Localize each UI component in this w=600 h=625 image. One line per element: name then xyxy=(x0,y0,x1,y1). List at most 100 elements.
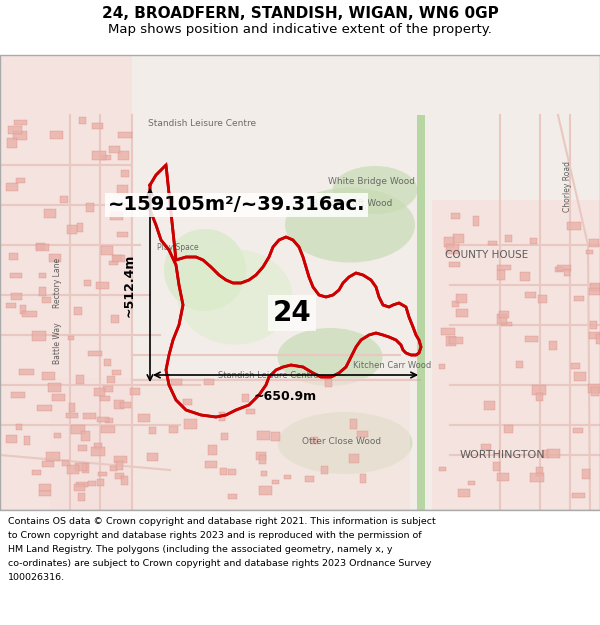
Bar xyxy=(5,435,17,443)
Bar xyxy=(525,292,536,297)
Bar xyxy=(77,222,83,232)
Bar xyxy=(130,388,140,395)
Bar xyxy=(261,471,268,476)
Bar xyxy=(589,332,600,339)
Bar xyxy=(102,156,111,160)
Bar xyxy=(46,452,60,461)
Text: Standish Leisure Centre: Standish Leisure Centre xyxy=(218,371,319,379)
Bar xyxy=(68,402,76,412)
Bar xyxy=(497,270,505,280)
Bar xyxy=(515,361,523,368)
Bar xyxy=(184,419,197,429)
Bar xyxy=(574,296,584,301)
Bar xyxy=(504,424,513,433)
Bar xyxy=(532,386,546,394)
Bar xyxy=(109,146,119,153)
Bar xyxy=(36,242,45,250)
Text: Barrowcroft Wood: Barrowcroft Wood xyxy=(312,199,392,208)
Bar xyxy=(62,460,69,466)
Bar xyxy=(488,241,497,245)
Bar xyxy=(37,405,52,411)
Bar xyxy=(501,322,512,326)
Bar xyxy=(357,431,368,437)
Bar xyxy=(10,273,22,278)
Bar xyxy=(446,244,458,254)
Bar xyxy=(97,418,109,422)
Bar xyxy=(246,409,255,414)
Bar xyxy=(536,393,543,401)
Text: Kitchen Carr Wood: Kitchen Carr Wood xyxy=(353,361,431,369)
Bar xyxy=(11,392,25,398)
Bar xyxy=(497,473,509,481)
Bar xyxy=(50,131,62,139)
Bar xyxy=(499,311,509,319)
Text: Play Space: Play Space xyxy=(157,244,199,252)
Bar xyxy=(74,307,82,316)
Bar xyxy=(574,372,586,381)
Bar xyxy=(113,255,122,261)
Text: 24: 24 xyxy=(272,299,311,327)
Bar xyxy=(16,178,25,183)
Ellipse shape xyxy=(277,328,383,386)
Bar xyxy=(305,476,314,482)
Bar xyxy=(9,253,17,260)
Bar xyxy=(79,117,86,124)
Text: Otter Close Wood: Otter Close Wood xyxy=(302,438,382,446)
Bar xyxy=(204,379,214,386)
Bar xyxy=(94,442,102,449)
Bar xyxy=(549,341,557,349)
Bar xyxy=(121,476,128,485)
Bar xyxy=(48,383,61,392)
Bar xyxy=(311,437,318,444)
Bar xyxy=(98,472,107,476)
Bar xyxy=(439,467,446,471)
Bar xyxy=(481,444,491,451)
Bar xyxy=(76,482,88,487)
Bar xyxy=(112,315,119,323)
Bar xyxy=(589,239,599,247)
Bar xyxy=(452,301,458,307)
Bar xyxy=(39,288,46,296)
Bar xyxy=(118,151,129,161)
Bar xyxy=(103,386,113,392)
Bar xyxy=(52,394,65,401)
Bar xyxy=(596,334,600,344)
Bar xyxy=(118,232,128,237)
Text: Map shows position and indicative extent of the property.: Map shows position and indicative extent… xyxy=(108,24,492,36)
Bar xyxy=(586,249,593,254)
Bar xyxy=(446,336,456,346)
Bar xyxy=(54,432,61,438)
Bar xyxy=(0,510,600,625)
Ellipse shape xyxy=(332,166,418,214)
Bar xyxy=(88,351,103,356)
Bar xyxy=(417,115,425,510)
Ellipse shape xyxy=(164,229,246,311)
Bar xyxy=(83,413,95,419)
Bar xyxy=(79,445,87,451)
Bar xyxy=(49,254,61,261)
Bar xyxy=(320,466,328,474)
Bar xyxy=(360,474,367,483)
Bar xyxy=(32,331,46,341)
Bar xyxy=(591,387,599,396)
Bar xyxy=(116,184,128,194)
Text: Battle Way: Battle Way xyxy=(53,322,62,364)
Bar xyxy=(67,465,79,474)
Bar xyxy=(121,170,129,177)
Bar xyxy=(538,296,547,303)
Bar xyxy=(590,283,600,291)
Bar xyxy=(13,131,28,139)
Bar xyxy=(109,261,118,265)
Bar xyxy=(118,131,132,138)
Bar xyxy=(105,418,113,423)
Text: 24, BROADFERN, STANDISH, WIGAN, WN6 0GP: 24, BROADFERN, STANDISH, WIGAN, WN6 0GP xyxy=(101,6,499,21)
Bar xyxy=(582,469,590,479)
Bar xyxy=(81,431,91,441)
Bar xyxy=(432,200,600,510)
Bar xyxy=(121,402,131,408)
Bar xyxy=(43,372,55,380)
Bar xyxy=(67,224,77,234)
Bar xyxy=(451,213,460,219)
Text: COUNTY HOUSE: COUNTY HOUSE xyxy=(445,250,529,260)
Bar xyxy=(41,298,52,303)
